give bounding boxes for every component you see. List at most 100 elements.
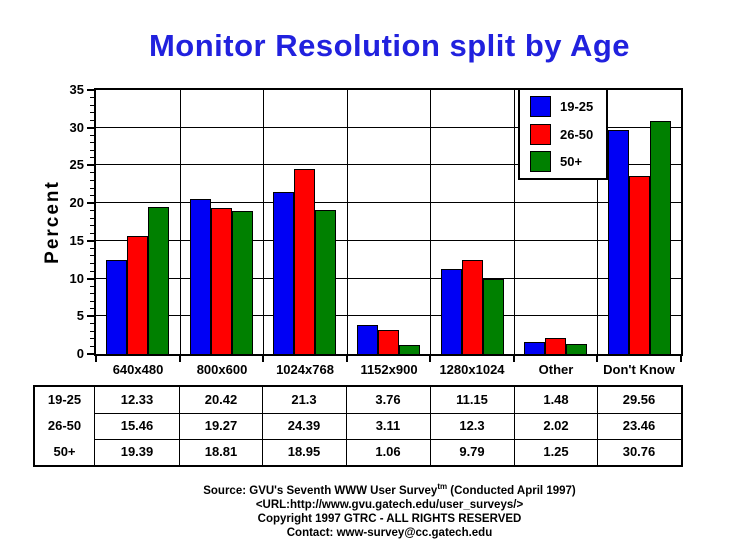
table-cell: 12.3 (459, 418, 485, 433)
table-cell: 15.46 (120, 418, 154, 433)
table-line (94, 439, 681, 440)
bar-19-25 (273, 192, 294, 354)
y-minor-tick (90, 180, 94, 181)
gridline (96, 164, 681, 165)
y-minor-tick (90, 233, 94, 234)
table-cell: 19.39 (120, 444, 154, 459)
data-table: 19-25 12.33 20.42 21.3 3.76 11.15 1.48 29.56 26-… (33, 385, 683, 467)
y-minor-tick (90, 142, 94, 143)
x-category-label: 640x480 (112, 362, 164, 377)
table-cell: 30.76 (622, 444, 656, 459)
chart-title: Monitor Resolution split by Age (148, 28, 631, 63)
gridline (96, 278, 681, 279)
table-line (430, 387, 431, 465)
y-major-tick (87, 127, 94, 129)
y-minor-tick (90, 286, 94, 287)
table-cell: 23.46 (622, 418, 656, 433)
y-minor-tick (90, 301, 94, 302)
y-minor-tick (90, 308, 94, 309)
x-tick (262, 356, 264, 362)
x-category-label: Don't Know (603, 362, 675, 377)
y-minor-tick (90, 97, 94, 98)
y-major-tick (87, 315, 94, 317)
table-line (179, 387, 180, 465)
y-tick-label: 5 (76, 308, 84, 323)
category-separator (597, 90, 598, 354)
x-tick (179, 356, 181, 362)
y-tick-label: 0 (76, 346, 84, 361)
x-tick (513, 356, 515, 362)
table-line (346, 387, 347, 465)
x-category-label: 1280x1024 (439, 362, 505, 377)
y-minor-tick (90, 150, 94, 151)
table-cell: 9.79 (459, 444, 485, 459)
copyright-line: Copyright 1997 GTRC - ALL RIGHTS RESERVE… (257, 512, 522, 525)
table-row-header: 50+ (53, 444, 76, 459)
y-minor-tick (90, 210, 94, 211)
category-separator (263, 90, 264, 354)
y-minor-tick (90, 346, 94, 347)
y-major-tick (87, 164, 94, 166)
bar-26-50 (127, 236, 148, 354)
source-line: Source: GVU's Seventh WWW User Surveytm … (50, 480, 729, 498)
y-minor-tick (90, 120, 94, 121)
y-tick-label: 10 (69, 271, 84, 286)
table-line (262, 387, 263, 465)
legend-item: 50+ (530, 150, 606, 172)
table-cell: 2.02 (543, 418, 569, 433)
bar-19-25 (106, 260, 127, 354)
source-text: Source: GVU's Seventh WWW User Survey (203, 484, 438, 497)
legend-label: 50+ (560, 153, 583, 169)
category-separator (180, 90, 181, 354)
y-minor-tick (90, 188, 94, 189)
y-minor-tick (90, 172, 94, 173)
bar-50+ (232, 211, 253, 354)
y-minor-tick (90, 323, 94, 324)
table-cell: 11.15 (456, 392, 488, 407)
gridline (96, 202, 681, 203)
table-cell: 18.81 (204, 444, 238, 459)
legend-label: 26-50 (560, 126, 594, 142)
bar-19-25 (441, 269, 462, 354)
legend-swatch-icon (530, 150, 551, 172)
legend-swatch-icon (530, 96, 551, 118)
plot-area: 19-25 26-50 50+ (94, 88, 683, 356)
bar-50+ (148, 207, 169, 354)
table-line (94, 387, 95, 465)
y-major-tick (87, 278, 94, 280)
gridline (96, 240, 681, 241)
category-separator (514, 90, 515, 354)
bar-50+ (399, 345, 420, 354)
legend-swatch-icon (530, 123, 551, 145)
y-minor-tick (90, 157, 94, 158)
category-separator (347, 90, 348, 354)
table-cell: 12.33 (120, 392, 154, 407)
y-major-tick (87, 240, 94, 242)
bar-26-50 (211, 208, 232, 354)
contact-line: Contact: www-survey@cc.gatech.edu (286, 526, 493, 539)
legend: 19-25 26-50 50+ (518, 88, 608, 180)
table-cell: 19.27 (204, 418, 238, 433)
table-line (94, 413, 681, 414)
x-tick (429, 356, 431, 362)
legend-item: 19-25 (530, 96, 606, 118)
table-cell: 1.25 (543, 444, 569, 459)
y-axis: 0 5 10 15 20 25 30 35 (0, 82, 94, 361)
x-category-label: 1024x768 (276, 362, 334, 377)
bar-50+ (315, 210, 336, 354)
url-line: <URL:http://www.gvu.gatech.edu/user_surv… (255, 498, 524, 511)
table-cell: 21.3 (291, 392, 317, 407)
y-tick-label: 30 (69, 120, 84, 135)
table-cell: 1.48 (543, 392, 569, 407)
y-minor-tick (90, 331, 94, 332)
trademark-sup: tm (437, 482, 448, 491)
x-category-label: 800x600 (196, 362, 248, 377)
bar-26-50 (378, 330, 399, 354)
table-line (514, 387, 515, 465)
table-cell: 24.39 (287, 418, 321, 433)
bar-19-25 (524, 342, 545, 354)
table-cell: 3.76 (375, 392, 401, 407)
y-major-tick (87, 353, 94, 355)
bar-50+ (566, 344, 587, 354)
